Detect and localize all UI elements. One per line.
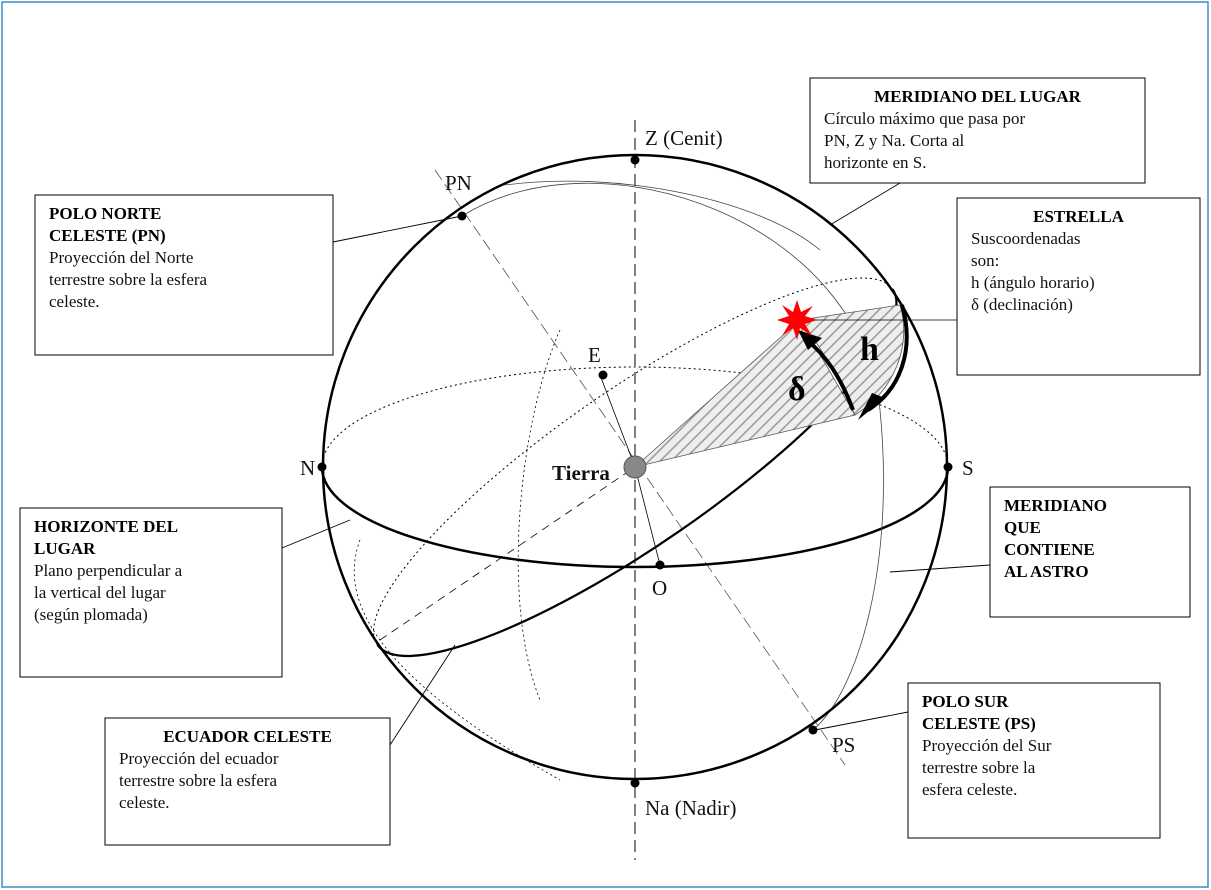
point-label: PS xyxy=(832,733,855,757)
point-label: Na (Nadir) xyxy=(645,796,737,820)
point xyxy=(630,778,640,788)
point-label: E xyxy=(588,343,601,367)
point xyxy=(943,462,953,472)
point xyxy=(457,211,467,221)
point-label: S xyxy=(962,456,974,480)
arrowhead xyxy=(798,330,822,350)
box-text: terrestre sobre la esfera xyxy=(49,270,208,289)
box-text: δ (declinación) xyxy=(971,295,1073,314)
arrowhead xyxy=(858,393,885,420)
box-text: Proyección del Norte xyxy=(49,248,193,267)
box-text: celeste. xyxy=(49,292,100,311)
earth-label: Tierra xyxy=(552,461,610,485)
box-text: Plano perpendicular a xyxy=(34,561,183,580)
box-title: MERIDIANO xyxy=(1004,496,1107,515)
info-box xyxy=(19,507,283,678)
hour-angle-sector xyxy=(799,304,905,416)
point-label: PN xyxy=(445,171,472,195)
point xyxy=(598,370,608,380)
box-text: Círculo máximo que pasa por xyxy=(824,109,1025,128)
info-box xyxy=(989,486,1191,618)
box-text: la vertical del lugar xyxy=(34,583,166,602)
box-title: AL ASTRO xyxy=(1004,562,1089,581)
h-symbol: h xyxy=(860,331,879,368)
box-text: horizonte en S. xyxy=(824,153,926,172)
point-label: Z (Cenit) xyxy=(645,126,723,150)
box-text: Proyección del Sur xyxy=(922,736,1052,755)
box-text: (según plomada) xyxy=(34,605,148,624)
box-title: CONTIENE xyxy=(1004,540,1095,559)
point xyxy=(630,155,640,165)
point-label: N xyxy=(300,456,315,480)
box-text: celeste. xyxy=(119,793,170,812)
star xyxy=(777,300,817,340)
box-title: MERIDIANO DEL LUGAR xyxy=(874,87,1082,106)
box-title: POLO SUR xyxy=(922,692,1009,711)
box-title: POLO NORTE xyxy=(49,204,161,223)
info-box xyxy=(956,197,1201,376)
point xyxy=(317,462,327,472)
point xyxy=(655,560,665,570)
box-title: ECUADOR CELESTE xyxy=(163,727,332,746)
point xyxy=(808,725,818,735)
info-box xyxy=(34,194,334,356)
box-text: Proyección del ecuador xyxy=(119,749,279,768)
box-text: PN, Z y Na. Corta al xyxy=(824,131,965,150)
box-text: terrestre sobre la esfera xyxy=(119,771,278,790)
box-text: son: xyxy=(971,251,999,270)
delta-symbol: δ xyxy=(788,371,806,408)
info-box xyxy=(907,682,1161,839)
box-text: terrestre sobre la xyxy=(922,758,1036,777)
box-title: ESTRELLA xyxy=(1033,207,1124,226)
box-title: LUGAR xyxy=(34,539,96,558)
info-box xyxy=(809,77,1146,184)
info-box xyxy=(104,717,391,846)
box-title: HORIZONTE DEL xyxy=(34,517,178,536)
leaders xyxy=(281,182,991,746)
box-text: esfera celeste. xyxy=(922,780,1017,799)
box-title: QUE xyxy=(1004,518,1041,537)
box-title: CELESTE (PN) xyxy=(49,226,166,245)
box-text: h (ángulo horario) xyxy=(971,273,1095,292)
box-text: Suscoordenadas xyxy=(971,229,1081,248)
box-title: CELESTE (PS) xyxy=(922,714,1036,733)
point-label: O xyxy=(652,576,667,600)
earth xyxy=(623,455,647,479)
declination-sector xyxy=(634,319,856,468)
